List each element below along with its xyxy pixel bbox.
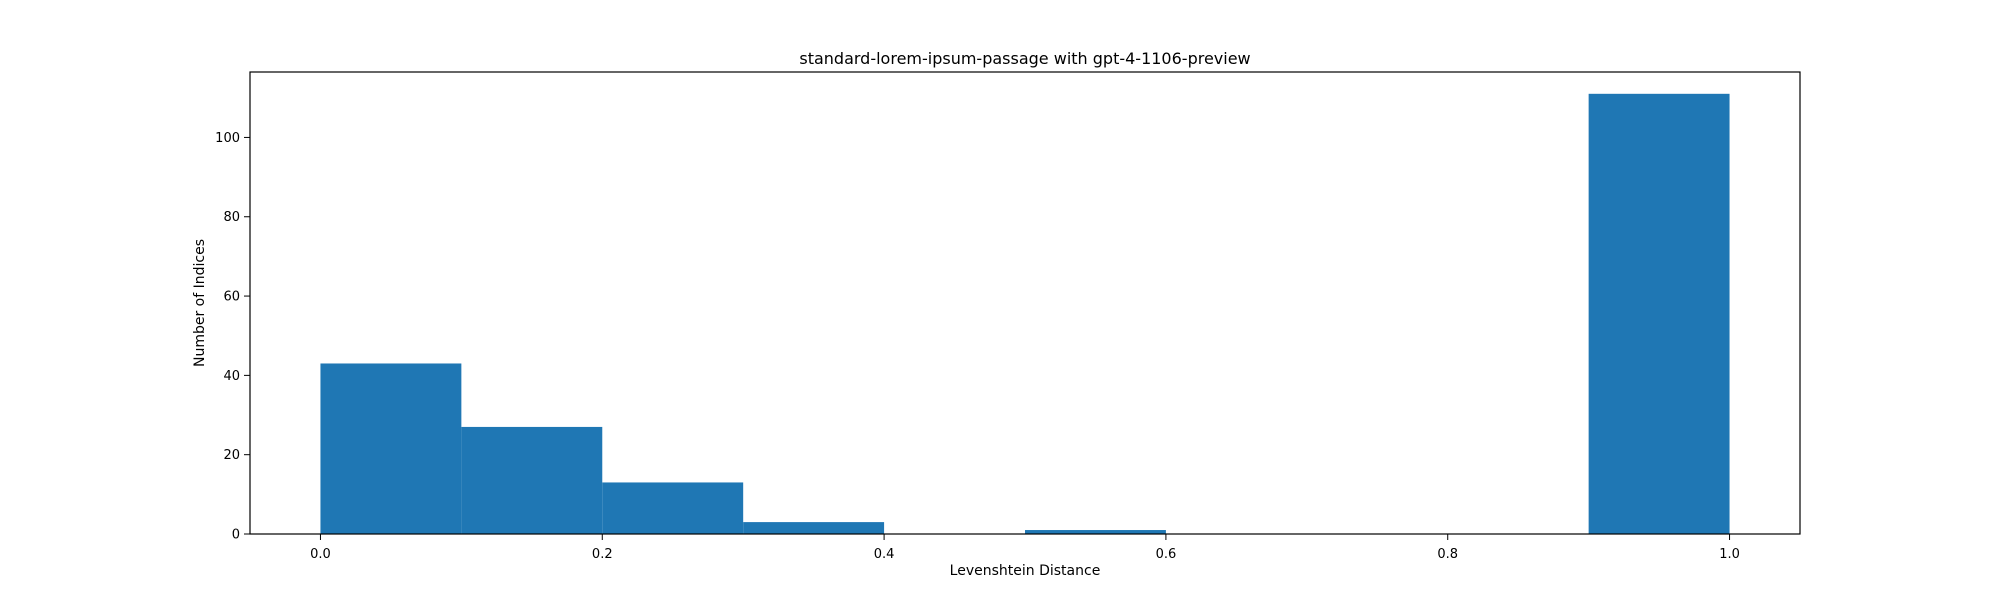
y-tick-label-4: 80 bbox=[223, 210, 240, 225]
x-tick-label-1: 0.2 bbox=[592, 547, 613, 562]
plot-frame bbox=[249, 71, 1801, 535]
bars-layer bbox=[320, 93, 1730, 534]
histogram-bar-3 bbox=[743, 522, 885, 534]
histogram-bar-9 bbox=[1588, 93, 1730, 534]
histogram-bar-2 bbox=[602, 482, 744, 534]
y-tick-label-3: 60 bbox=[223, 290, 240, 305]
y-tick-label-2: 40 bbox=[223, 369, 240, 384]
y-axis-label: Number of Indices bbox=[192, 239, 208, 367]
x-tick-label-4: 0.8 bbox=[1437, 547, 1458, 562]
x-tick-label-2: 0.4 bbox=[874, 547, 895, 562]
x-tick-label-3: 0.6 bbox=[1156, 547, 1177, 562]
chart-title: standard-lorem-ipsum-passage with gpt-4-… bbox=[799, 49, 1250, 68]
y-tick-label-5: 100 bbox=[215, 131, 240, 146]
y-tick-label-0: 0 bbox=[232, 528, 240, 543]
ticks-layer: 0.0 0.2 0.4 0.6 0.8 1.0 0 20 40 60 80 100 bbox=[215, 131, 1740, 562]
histogram-bar-1 bbox=[461, 426, 603, 534]
x-axis-label: Levenshtein Distance bbox=[950, 563, 1101, 579]
x-tick-label-0: 0.0 bbox=[310, 547, 331, 562]
y-tick-label-1: 20 bbox=[223, 448, 240, 463]
histogram-bar-5 bbox=[1025, 530, 1166, 534]
x-tick-label-5: 1.0 bbox=[1719, 547, 1740, 562]
histogram-bar-0 bbox=[320, 363, 462, 534]
